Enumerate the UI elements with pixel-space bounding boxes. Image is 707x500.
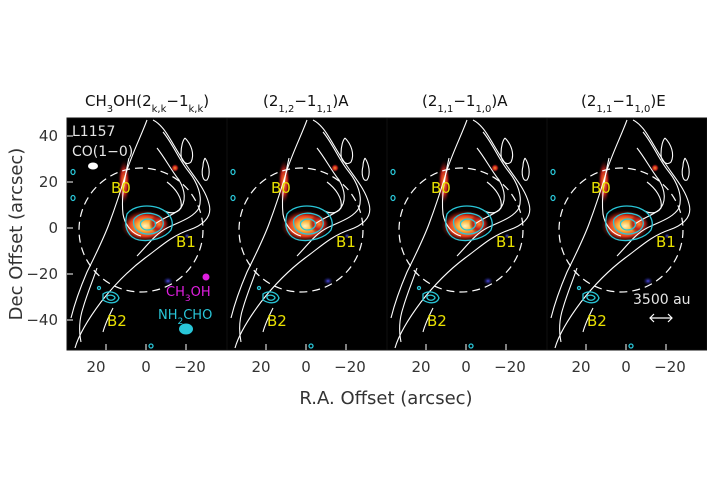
knot-b0: B0 bbox=[591, 179, 611, 197]
x-tick-p1-0: 0 bbox=[141, 358, 151, 376]
panel-3 bbox=[386, 117, 548, 351]
x-tick-labels: 20 0 −20 20 0 −20 20 0 −20 20 0 −20 bbox=[86, 358, 685, 376]
ch3oh-beam bbox=[202, 273, 210, 281]
panel-2-title: (21,2−11,1)A bbox=[263, 92, 349, 115]
scale-bar-arrow bbox=[649, 313, 673, 323]
x-tick-p2-20: 20 bbox=[251, 358, 270, 376]
y-tick-labels: 40 20 0 −20 −40 bbox=[26, 127, 58, 329]
x-tick-p4-0: 0 bbox=[621, 358, 631, 376]
co-beam bbox=[88, 162, 98, 170]
y-tick-minus20: −20 bbox=[26, 265, 58, 283]
knot-b0: B0 bbox=[271, 179, 291, 197]
ch3oh-beam-label: CH3OH bbox=[166, 285, 211, 304]
x-tick-p1-20: 20 bbox=[86, 358, 105, 376]
x-tick-p2-m20: −20 bbox=[334, 358, 366, 376]
panel-2 bbox=[226, 117, 388, 351]
panel-4-title: (21,1−11,0)E bbox=[581, 92, 666, 115]
x-axis-title: R.A. Offset (arcsec) bbox=[299, 388, 472, 409]
y-tick-20: 20 bbox=[39, 173, 58, 191]
scale-bar-label: 3500 au bbox=[633, 292, 691, 308]
knot-b1: B1 bbox=[656, 233, 676, 251]
x-tick-p4-m20: −20 bbox=[654, 358, 686, 376]
x-tick-p4-20: 20 bbox=[571, 358, 590, 376]
panel-3-title: (21,1−11,0)A bbox=[422, 92, 508, 115]
y-tick-minus40: −40 bbox=[26, 311, 58, 329]
knot-b0: B0 bbox=[431, 179, 451, 197]
knot-b2: B2 bbox=[267, 312, 287, 330]
knot-b1: B1 bbox=[176, 233, 196, 251]
co-label: CO(1−0) bbox=[72, 144, 133, 160]
knot-b2: B2 bbox=[107, 312, 127, 330]
panel-1-title: CH3OH(2k,k−1k,k) bbox=[85, 92, 209, 115]
y-tick-40: 40 bbox=[39, 127, 58, 145]
source-label: L1157 bbox=[72, 124, 115, 140]
y-axis-title: Dec Offset (arcsec) bbox=[6, 148, 27, 321]
knot-b1: B1 bbox=[496, 233, 516, 251]
x-tick-p3-m20: −20 bbox=[494, 358, 526, 376]
knot-b2: B2 bbox=[427, 312, 447, 330]
knot-b1: B1 bbox=[336, 233, 356, 251]
knot-b0: B0 bbox=[111, 179, 131, 197]
knot-b2: B2 bbox=[587, 312, 607, 330]
x-tick-p2-0: 0 bbox=[301, 358, 311, 376]
knot-labels-panel-1: B0 B1 B2 bbox=[107, 179, 196, 330]
panel-4 bbox=[546, 117, 707, 351]
nh2cho-beam-label: NH2CHO bbox=[158, 308, 212, 327]
axis-ticks bbox=[67, 135, 667, 350]
x-tick-p3-0: 0 bbox=[461, 358, 471, 376]
knot-labels-panel-4: B0 B1 B2 bbox=[587, 179, 676, 330]
nh2cho-beam bbox=[179, 323, 193, 335]
y-tick-0: 0 bbox=[48, 219, 58, 237]
x-tick-p1-m20: −20 bbox=[174, 358, 206, 376]
x-tick-p3-20: 20 bbox=[411, 358, 430, 376]
knot-labels-panel-2: B0 B1 B2 bbox=[267, 179, 356, 330]
knot-labels-panel-3: B0 B1 B2 bbox=[427, 179, 516, 330]
